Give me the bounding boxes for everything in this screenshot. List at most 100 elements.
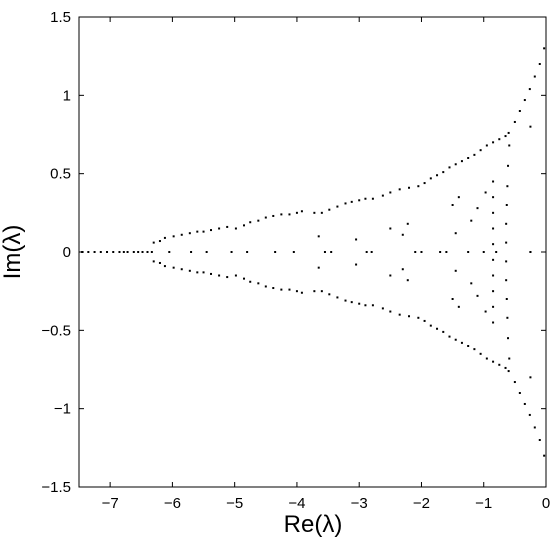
- data-point: [202, 230, 205, 233]
- data-point: [492, 141, 495, 144]
- data-point: [457, 196, 460, 199]
- data-point: [476, 207, 479, 210]
- data-point: [529, 251, 532, 253]
- y-tick-label: 0: [63, 244, 71, 261]
- data-point: [264, 285, 267, 288]
- data-point: [317, 235, 320, 238]
- data-point: [205, 251, 208, 253]
- x-tick-label: −4: [288, 495, 305, 512]
- data-point: [180, 233, 183, 236]
- data-point: [467, 157, 470, 159]
- data-point: [196, 271, 199, 274]
- data-point: [112, 251, 115, 253]
- data-point: [401, 268, 404, 271]
- data-point: [473, 153, 476, 156]
- data-point: [543, 454, 546, 457]
- data-point: [518, 392, 521, 394]
- data-point: [505, 204, 508, 206]
- x-tick-label: −2: [413, 495, 430, 512]
- data-point: [210, 229, 213, 232]
- data-point: [146, 251, 149, 253]
- data-point: [358, 199, 361, 202]
- data-point: [257, 282, 260, 285]
- data-point: [406, 222, 409, 225]
- data-point: [492, 196, 495, 199]
- data-point: [226, 276, 229, 279]
- data-point: [513, 381, 516, 384]
- data-point: [81, 251, 84, 253]
- data-point: [505, 279, 508, 282]
- data-point: [336, 296, 339, 299]
- data-point: [454, 163, 457, 166]
- data-point: [180, 268, 183, 271]
- data-point: [389, 191, 392, 194]
- data-point: [507, 131, 510, 134]
- data-point: [288, 288, 291, 291]
- x-tick-label: −6: [164, 495, 181, 512]
- data-point: [454, 338, 457, 341]
- data-point: [280, 288, 283, 291]
- data-point: [249, 280, 252, 283]
- data-point: [492, 360, 495, 363]
- data-point: [249, 221, 252, 224]
- data-point: [355, 238, 358, 241]
- data-point: [507, 337, 510, 340]
- data-point: [288, 213, 291, 216]
- data-point: [476, 294, 479, 297]
- data-point: [445, 251, 448, 253]
- data-point: [126, 251, 129, 253]
- data-point: [518, 110, 521, 112]
- data-point: [498, 363, 501, 366]
- y-tick-label: 1: [63, 87, 71, 104]
- data-point: [485, 357, 488, 360]
- x-tick-label: −5: [226, 495, 243, 512]
- data-point: [292, 251, 295, 253]
- data-point: [300, 210, 303, 213]
- data-point: [492, 227, 495, 230]
- y-tick-label: 0.5: [50, 166, 71, 183]
- data-point: [350, 200, 353, 203]
- data-point: [163, 265, 166, 268]
- data-point: [484, 191, 487, 194]
- data-point: [429, 177, 432, 180]
- data-point: [529, 125, 532, 128]
- data-point: [460, 160, 463, 163]
- data-point: [505, 260, 508, 263]
- data-point: [429, 324, 432, 327]
- data-point: [460, 341, 463, 344]
- data-point: [436, 174, 439, 177]
- data-point: [479, 149, 482, 152]
- data-point: [196, 230, 199, 233]
- data-point: [504, 366, 507, 369]
- y-tick-label: −1.5: [41, 479, 71, 496]
- data-point: [226, 225, 229, 228]
- data-point: [106, 251, 109, 253]
- x-tick-label: −3: [351, 495, 368, 512]
- data-point: [132, 251, 135, 253]
- data-point: [528, 88, 531, 91]
- data-point: [264, 216, 267, 219]
- data-point: [508, 357, 511, 360]
- data-point: [320, 211, 323, 214]
- data-point: [505, 241, 508, 244]
- data-point: [163, 236, 166, 239]
- data-point: [505, 298, 508, 300]
- x-tick-label: −7: [102, 495, 119, 512]
- data-point: [150, 251, 153, 253]
- data-point: [492, 211, 495, 214]
- data-point: [467, 345, 470, 347]
- data-point: [479, 352, 482, 355]
- data-point: [122, 251, 125, 253]
- data-point: [158, 261, 161, 264]
- data-point: [439, 251, 442, 253]
- data-point: [495, 251, 498, 253]
- data-point: [344, 299, 347, 302]
- data-point: [317, 266, 320, 269]
- data-point: [408, 186, 411, 189]
- data-point: [118, 251, 121, 253]
- data-point: [172, 235, 175, 238]
- data-point: [457, 305, 460, 308]
- data-point: [436, 327, 439, 330]
- data-point: [492, 243, 495, 246]
- data-point: [451, 204, 454, 206]
